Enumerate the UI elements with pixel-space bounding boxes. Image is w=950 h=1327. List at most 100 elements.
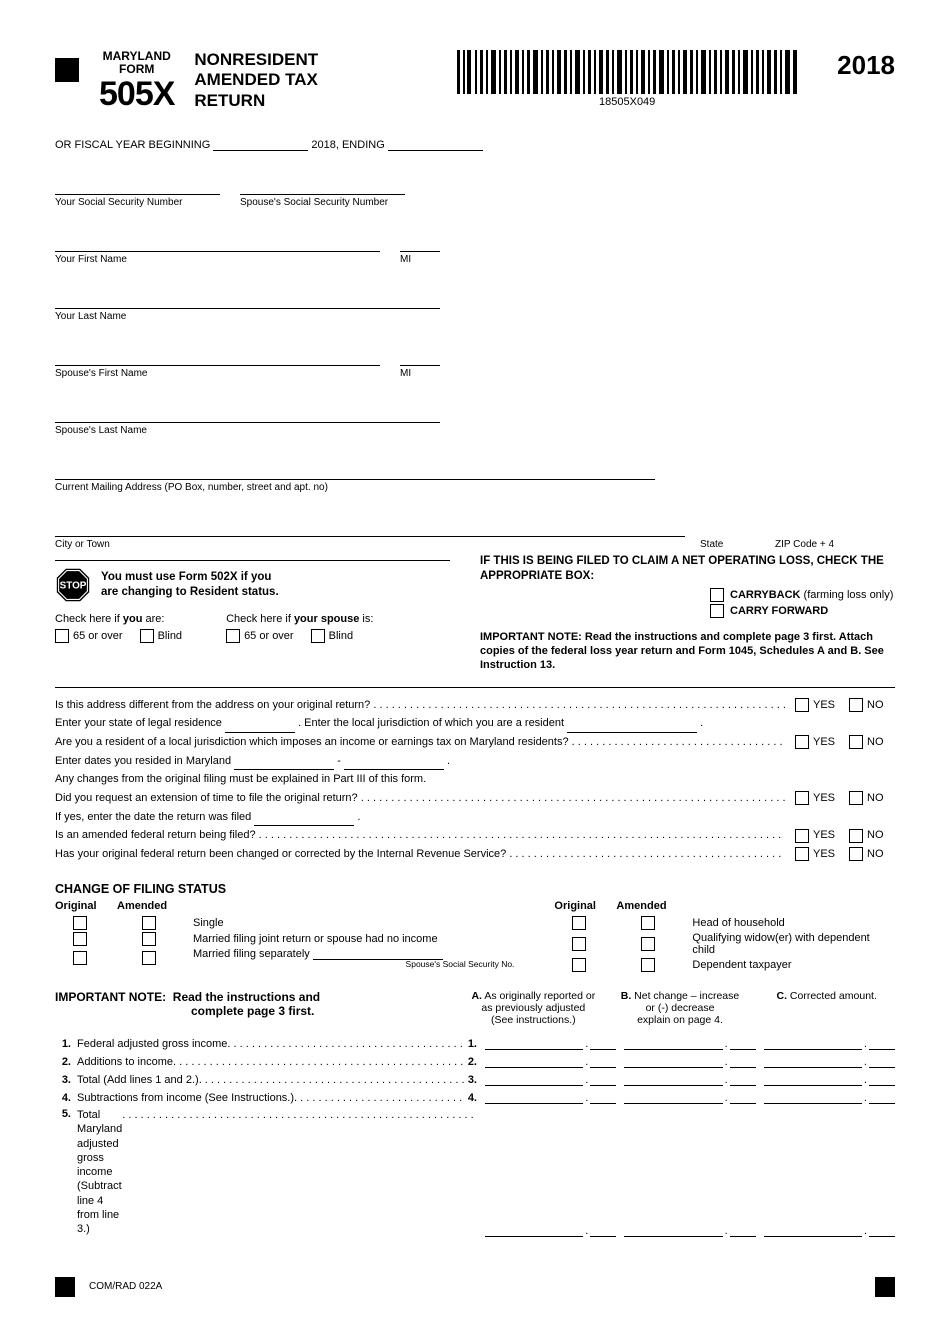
stop-sign-icon: STOP [55,567,91,603]
carryforward-checkbox[interactable] [710,604,724,618]
filing-status-heading: CHANGE OF FILING STATUS [55,882,895,896]
title-line3: RETURN [194,91,318,111]
return-filed-date-input[interactable] [254,814,354,826]
q6-yes-checkbox[interactable] [795,791,809,805]
qw-orig-checkbox[interactable] [572,937,586,951]
your-first-input[interactable] [55,228,380,252]
l4-c-input[interactable] [764,1090,862,1104]
l1-a-input[interactable] [485,1036,583,1050]
mfs-sub-label: Spouse's Social Security No. [195,959,514,969]
l2-c-input[interactable] [764,1054,862,1068]
md-date-from-input[interactable] [234,758,334,770]
nol-important-note: IMPORTANT NOTE: Read the instructions an… [480,630,895,673]
title-line2: AMENDED TAX [194,70,318,90]
l3-a-input[interactable] [485,1072,583,1086]
q8-yes-checkbox[interactable] [795,829,809,843]
spouse-blind-checkbox[interactable] [311,629,325,643]
l1-b-input[interactable] [624,1036,722,1050]
line-4: 4. Subtractions from income (See Instruc… [55,1090,895,1104]
imp-note-3: complete page 3 first. [55,1004,455,1018]
fiscal-end-input[interactable] [388,139,483,151]
q8-no-checkbox[interactable] [849,829,863,843]
q1-yes-checkbox[interactable] [795,698,809,712]
local-jurisdiction-input[interactable] [567,721,697,733]
spouse-mi-label: MI [400,368,440,379]
carryback-checkbox[interactable] [710,588,724,602]
single-amend-checkbox[interactable] [142,916,156,930]
qw-amend-checkbox[interactable] [641,937,655,951]
q2b: . Enter the local jurisdiction of which … [298,717,564,729]
mfs-amend-checkbox[interactable] [142,951,156,965]
l3-c-input[interactable] [764,1072,862,1086]
fiscal-year-line: OR FISCAL YEAR BEGINNING 2018, ENDING [55,139,895,151]
mfs-orig-checkbox[interactable] [73,951,87,965]
filing-status-grid: OriginalAmended Single Married filing jo… [55,900,895,974]
mfj-orig-checkbox[interactable] [73,932,87,946]
your-ssn-input[interactable] [55,171,220,195]
dep-orig-checkbox[interactable] [572,958,586,972]
line-1: 1. Federal adjusted gross income1. . . . [55,1036,895,1050]
l1-a-cents[interactable] [590,1036,616,1050]
q9-yes-checkbox[interactable] [795,847,809,861]
hoh-amend-checkbox[interactable] [641,916,655,930]
mfj-amend-checkbox[interactable] [142,932,156,946]
mfs-label: Married filing separately [193,948,310,960]
l4-a-input[interactable] [485,1090,583,1104]
spouse-mi-input[interactable] [400,342,440,366]
address-input[interactable] [55,456,655,480]
l3-a-cents[interactable] [590,1072,616,1086]
spouse-65-checkbox[interactable] [226,629,240,643]
spouse-last-label: Spouse's Last Name [55,425,440,436]
q6-no-checkbox[interactable] [849,791,863,805]
l3-b-input[interactable] [624,1072,722,1086]
spouse-ssn-input[interactable] [240,171,405,195]
state-label: State [700,539,760,550]
carryforward-label: CARRY FORWARD [730,605,828,617]
line-2: 2. Additions to income2. . . . [55,1054,895,1068]
qw-label: Qualifying widow(er) with dependent chil… [692,932,895,956]
spouse-first-input[interactable] [55,342,380,366]
l3-c-cents[interactable] [869,1072,895,1086]
mfj-label: Married filing joint return or spouse ha… [193,933,514,945]
line-3: 3. Total (Add lines 1 and 2.)3. . . . [55,1072,895,1086]
l3-b-cents[interactable] [730,1072,756,1086]
q9: Has your original federal return been ch… [55,848,506,860]
you-check-label: Check here if you are: [55,613,196,625]
l4-b-cents[interactable] [730,1090,756,1104]
md-date-to-input[interactable] [344,758,444,770]
l1-b-cents[interactable] [730,1036,756,1050]
q3-no-checkbox[interactable] [849,735,863,749]
city-label: City or Town [55,539,685,550]
form-id-block: MARYLAND FORM 505X [99,50,174,114]
fiscal-begin-input[interactable] [213,139,308,151]
city-input[interactable] [55,513,685,537]
your-mi-input[interactable] [400,228,440,252]
barcode-block: 18505X049 [457,50,797,108]
single-orig-checkbox[interactable] [73,916,87,930]
l2-b-cents[interactable] [730,1054,756,1068]
q3-yes-checkbox[interactable] [795,735,809,749]
legal-residence-input[interactable] [225,721,295,733]
l1-c-input[interactable] [764,1036,862,1050]
l4-a-cents[interactable] [590,1090,616,1104]
you-65-checkbox[interactable] [55,629,69,643]
dep-label: Dependent taxpayer [692,959,895,971]
you-blind-checkbox[interactable] [140,629,154,643]
q9-no-checkbox[interactable] [849,847,863,861]
l2-c-cents[interactable] [869,1054,895,1068]
you-blind-label: Blind [158,630,182,642]
your-last-input[interactable] [55,285,440,309]
hoh-orig-checkbox[interactable] [572,916,586,930]
l1-c-cents[interactable] [869,1036,895,1050]
l4-b-input[interactable] [624,1090,722,1104]
l2-a-input[interactable] [485,1054,583,1068]
l2-b-input[interactable] [624,1054,722,1068]
dep-amend-checkbox[interactable] [641,958,655,972]
q1-no-checkbox[interactable] [849,698,863,712]
spouse-ssn-label: Spouse's Social Security Number [240,197,405,208]
spouse-last-input[interactable] [55,399,440,423]
stop-line1: You must use Form 502X if you [101,570,279,584]
l2-a-cents[interactable] [590,1054,616,1068]
l4-c-cents[interactable] [869,1090,895,1104]
carryback-note: (farming loss only) [804,589,894,601]
